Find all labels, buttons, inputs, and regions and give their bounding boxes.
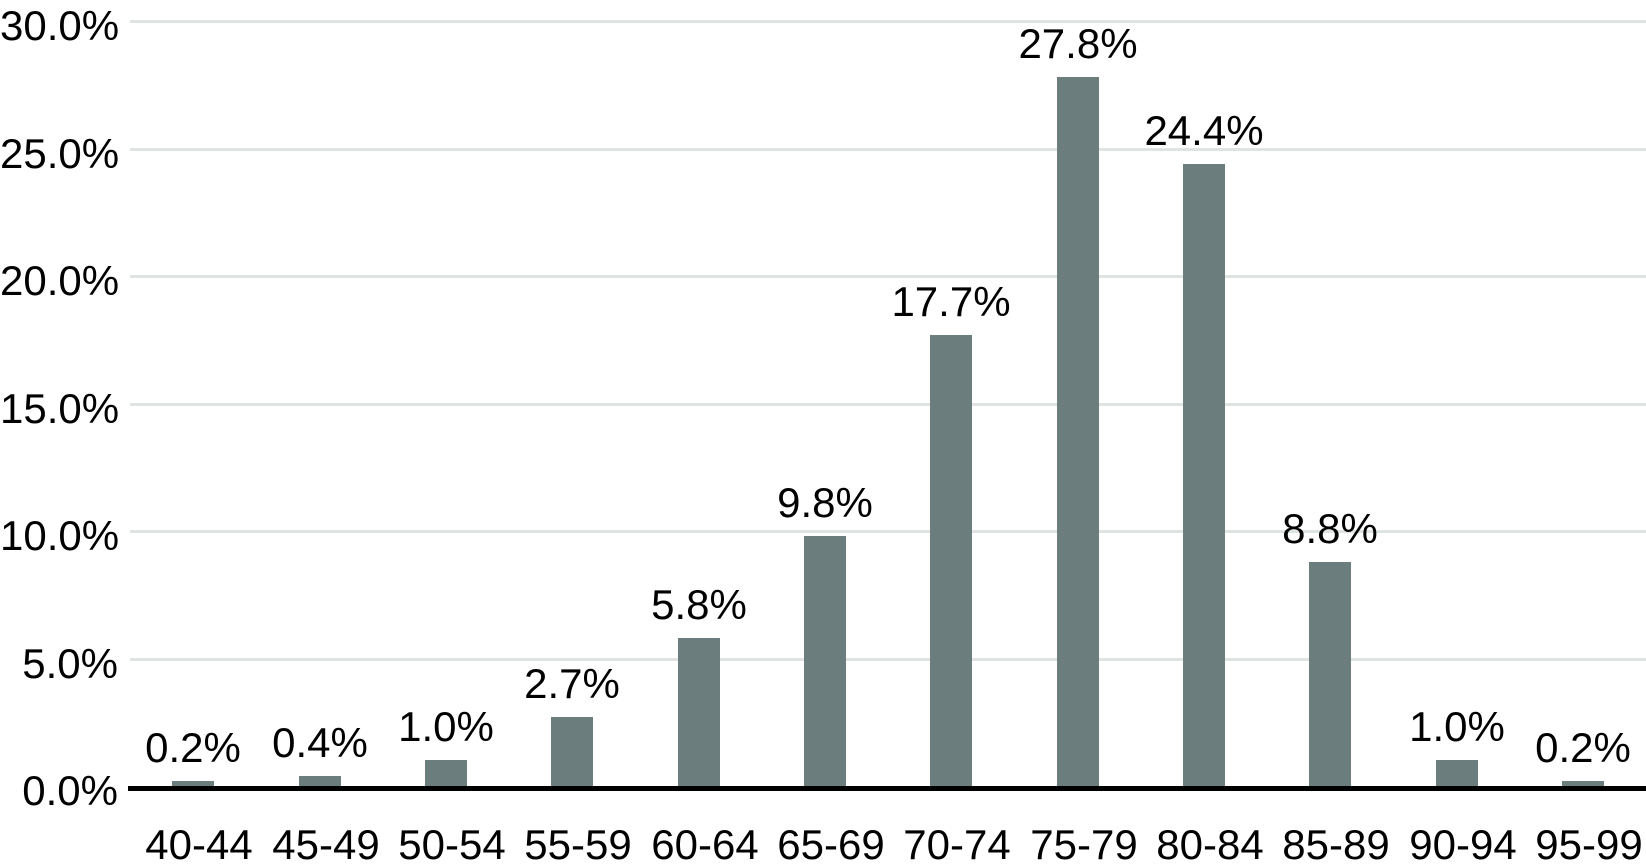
bar-value-label: 1.0% xyxy=(1409,703,1505,750)
bar-value-label: 17.7% xyxy=(891,278,1011,325)
y-tick-label: 5.0% xyxy=(22,639,118,687)
bar-value-label: 8.8% xyxy=(1282,505,1378,552)
bar-45-49 xyxy=(299,776,341,786)
x-tick-label: 70-74 xyxy=(903,821,1011,868)
x-tick-label: 90-94 xyxy=(1409,821,1517,868)
bar-65-69 xyxy=(804,536,846,786)
x-tick-label: 80-84 xyxy=(1156,821,1264,868)
bar-70-74 xyxy=(930,335,972,786)
bar-value-label: 9.8% xyxy=(777,479,873,526)
bar-80-84 xyxy=(1183,164,1225,786)
bar-value-label: 2.7% xyxy=(524,660,620,707)
gridline-5.0% xyxy=(130,657,1646,661)
bar-value-label: 0.4% xyxy=(272,719,368,766)
bar-value-label: 5.8% xyxy=(651,581,747,628)
y-tick-label: 0.0% xyxy=(22,767,118,814)
bar-value-label: 24.4% xyxy=(1144,107,1264,154)
bar-value-label: 27.8% xyxy=(1018,20,1138,67)
bar-90-94 xyxy=(1436,760,1478,786)
bar-value-label: 0.2% xyxy=(145,724,241,771)
x-tick-label: 60-64 xyxy=(651,821,759,868)
x-tick-label: 75-79 xyxy=(1030,821,1138,868)
x-tick-label: 50-54 xyxy=(398,821,506,868)
bar-95-99 xyxy=(1562,781,1604,786)
x-tick-label: 55-59 xyxy=(524,821,632,868)
x-tick-label: 85-89 xyxy=(1282,821,1390,868)
bar-55-59 xyxy=(551,717,593,786)
gridline-15.0% xyxy=(130,402,1646,406)
y-tick-label: 30.0% xyxy=(0,2,120,49)
x-tick-label: 95-99 xyxy=(1535,821,1643,868)
y-tick-label: 20.0% xyxy=(0,257,120,304)
x-axis-line xyxy=(128,786,1646,791)
bar-value-label: 1.0% xyxy=(398,703,494,750)
x-tick-label: 45-49 xyxy=(272,821,380,868)
x-tick-label: 65-69 xyxy=(777,821,885,868)
bar-75-79 xyxy=(1057,77,1099,786)
y-tick-label: 25.0% xyxy=(0,129,120,177)
gridline-25.0% xyxy=(130,147,1646,151)
y-tick-label: 15.0% xyxy=(0,384,120,432)
bar-85-89 xyxy=(1309,562,1351,786)
gridline-30.0% xyxy=(130,20,1646,23)
bar-50-54 xyxy=(425,760,467,786)
y-tick-label: 10.0% xyxy=(0,512,120,559)
gridline-10.0% xyxy=(130,530,1646,533)
x-tick-label: 40-44 xyxy=(145,821,253,868)
bar-value-label: 0.2% xyxy=(1535,724,1631,771)
bar-60-64 xyxy=(678,638,720,786)
bar-40-44 xyxy=(172,781,214,786)
gridline-20.0% xyxy=(130,275,1646,278)
